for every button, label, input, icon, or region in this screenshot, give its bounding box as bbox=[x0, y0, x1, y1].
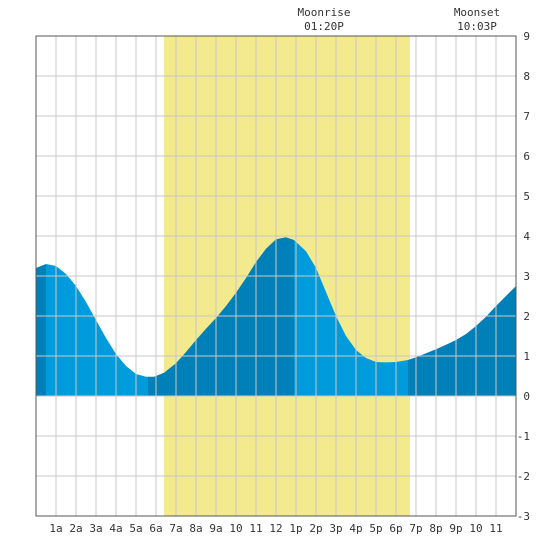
grid bbox=[36, 36, 516, 516]
x-tick-label: 5p bbox=[369, 522, 382, 535]
tide-segment-falling bbox=[46, 264, 148, 396]
x-tick-label: 7p bbox=[409, 522, 422, 535]
x-tick-label: 11 bbox=[489, 522, 502, 535]
x-tick-label: 10 bbox=[229, 522, 242, 535]
x-tick-label: 3p bbox=[329, 522, 342, 535]
tide-segment-falling bbox=[294, 240, 408, 396]
x-tick-label: 6p bbox=[389, 522, 402, 535]
x-tick-label: 9p bbox=[449, 522, 462, 535]
y-tick-label: -2 bbox=[517, 470, 530, 483]
y-tick-label: 1 bbox=[523, 350, 530, 363]
x-axis: 1a 2a 3a 4a 5a 6a 7a 8a 9a 10 11 12 1p 2p 3p 4p 5p 6p 7p 8p… bbox=[49, 522, 502, 535]
y-tick-label: 5 bbox=[523, 190, 530, 203]
tide-segment-rising bbox=[408, 286, 516, 396]
y-tick-label: 2 bbox=[523, 310, 530, 323]
x-tick-label: 1a bbox=[49, 522, 62, 535]
y-tick-label: -1 bbox=[517, 430, 530, 443]
x-tick-label: 9a bbox=[209, 522, 222, 535]
moon-event-label: Moonrise bbox=[298, 6, 351, 19]
y-tick-label: 9 bbox=[523, 30, 530, 43]
x-tick-label: 4p bbox=[349, 522, 362, 535]
x-tick-label: 8p bbox=[429, 522, 442, 535]
y-tick-label: -3 bbox=[517, 510, 530, 523]
x-tick-label: 12 bbox=[269, 522, 282, 535]
x-tick-label: 1p bbox=[289, 522, 302, 535]
x-tick-label: 3a bbox=[89, 522, 102, 535]
x-tick-label: 11 bbox=[249, 522, 262, 535]
y-axis: -3 -2 -1 0 1 2 3 4 5 6 7 8 9 bbox=[517, 30, 531, 523]
x-tick-label: 2p bbox=[309, 522, 322, 535]
x-tick-label: 2a bbox=[69, 522, 82, 535]
tide-segment-rising bbox=[36, 264, 46, 396]
y-tick-label: 4 bbox=[523, 230, 530, 243]
x-tick-label: 7a bbox=[169, 522, 182, 535]
moon-event-time: 10:03P bbox=[457, 20, 497, 33]
x-tick-label: 6a bbox=[149, 522, 162, 535]
y-tick-label: 7 bbox=[523, 110, 530, 123]
moon-event-label: Moonset bbox=[454, 6, 500, 19]
x-tick-label: 5a bbox=[129, 522, 142, 535]
y-tick-label: 8 bbox=[523, 70, 530, 83]
plot-frame bbox=[35, 35, 517, 517]
y-tick-label: 6 bbox=[523, 150, 530, 163]
y-tick-label: 0 bbox=[523, 390, 530, 403]
x-tick-label: 4a bbox=[109, 522, 122, 535]
y-tick-label: 3 bbox=[523, 270, 530, 283]
x-tick-label: 8a bbox=[189, 522, 202, 535]
x-tick-label: 10 bbox=[469, 522, 482, 535]
moon-event-time: 01:20P bbox=[304, 20, 344, 33]
